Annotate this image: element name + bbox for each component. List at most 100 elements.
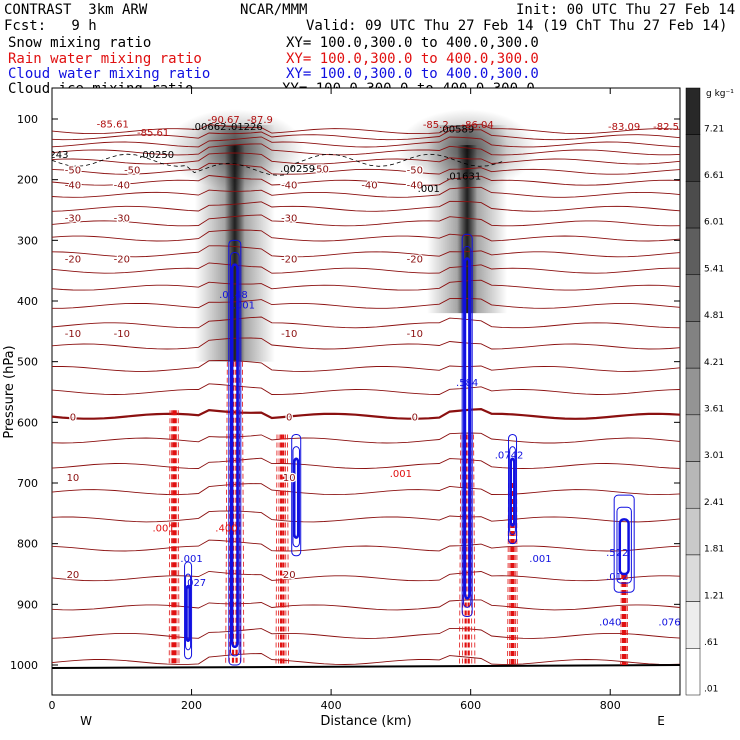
header-init: Init: 00 UTC Thu 27 Feb 14 <box>516 2 736 18</box>
temperature-contour <box>52 186 680 198</box>
cloud-water-contour <box>292 457 300 539</box>
rain-water-contour <box>170 410 173 666</box>
rain-water-contour <box>620 573 622 666</box>
temperature-contour <box>52 483 680 496</box>
rain-water-contour <box>242 361 245 666</box>
x-end-label-east: E <box>657 714 665 728</box>
cloud-water-label: .001 <box>233 300 255 311</box>
y-tick-label: 100 <box>17 113 38 126</box>
temperature-contour <box>52 570 680 582</box>
temperature-label: -10 <box>281 329 297 340</box>
temperature-label: 10 <box>283 473 296 484</box>
cloud-water-contour <box>509 457 516 527</box>
plot-area <box>51 87 681 696</box>
x-tick-label: 200 <box>181 699 202 712</box>
extremum-label: -90.67 <box>208 115 240 126</box>
temperature-label: -30 <box>114 213 130 224</box>
temperature-contour <box>52 510 680 523</box>
cloud-water-contour <box>291 433 302 557</box>
rain-water-contour <box>462 434 464 666</box>
y-tick-label: 800 <box>17 538 38 551</box>
colorbar-swatch <box>685 274 701 322</box>
x-tick-label: 800 <box>600 699 621 712</box>
cloud-water-label: .076 <box>658 618 680 629</box>
extremum-label: -85.2 <box>423 120 449 131</box>
colorbar-tick-label: 1.21 <box>704 591 724 601</box>
temperature-contour <box>52 162 680 175</box>
header-center: NCAR/MMM <box>240 2 308 18</box>
snow-column-core <box>457 145 478 314</box>
temperature-label: -20 <box>281 255 297 266</box>
rain-water-contour <box>470 434 473 666</box>
rain-water-contour <box>626 573 629 666</box>
header-fcst: Fcst: 9 h <box>4 18 97 34</box>
y-tick-label: 300 <box>17 234 38 247</box>
colorbar-tick-label: 5.41 <box>704 264 724 274</box>
extremum-label: .00259 <box>280 164 315 175</box>
temperature-label: -40 <box>281 181 297 192</box>
temperature-contour <box>52 627 680 639</box>
temperature-label: -40 <box>407 181 423 192</box>
extremum-label: .00589 <box>439 124 474 135</box>
colorbar-tick-label: 7.21 <box>704 124 724 134</box>
temperature-contour <box>52 383 680 395</box>
y-tick-label: 500 <box>17 356 38 369</box>
y-tick-label: 600 <box>17 416 38 429</box>
temperature-label: 0 <box>412 412 418 423</box>
colorbar-swatch <box>685 601 701 649</box>
colorbar-unit: g kg⁻¹ <box>706 89 734 99</box>
cloud-water-contour <box>613 494 635 593</box>
extremum-label: 243 <box>49 150 68 161</box>
y-tick-label: 400 <box>17 295 38 308</box>
cloud-water-label: .012 <box>606 572 628 583</box>
cloud-water-contour <box>229 251 240 657</box>
temperature-label: -10 <box>65 329 81 340</box>
extremum-label: -83.09 <box>608 122 640 133</box>
colorbar-tick-label: .01 <box>704 685 718 695</box>
rain-water-label: .001 <box>390 469 412 480</box>
cloud-water-label: .001 <box>180 554 202 565</box>
snow-column-core <box>224 145 245 362</box>
cloud-water-contour <box>618 518 630 576</box>
rain-water-contour <box>285 434 287 666</box>
temperature-label: 20 <box>67 570 80 581</box>
temperature-label: -10 <box>407 329 423 340</box>
temperature-contour <box>52 360 680 372</box>
temperature-label: -10 <box>114 329 130 340</box>
temperature-contour <box>52 262 680 274</box>
cloud-ice-contour <box>52 153 505 176</box>
rain-water-contour <box>287 434 289 666</box>
legend-cloud-water-xy: XY= 100.0,300.0 to 400.0,300.0 <box>286 66 539 82</box>
y-tick-label: 700 <box>17 477 38 490</box>
temperature-contour <box>52 136 680 148</box>
temperature-label: -30 <box>65 213 81 224</box>
temperature-label: 0 <box>286 412 292 423</box>
temperature-contour <box>52 245 680 258</box>
colorbar-tick-label: 4.81 <box>704 311 724 321</box>
colorbar-swatch <box>685 414 701 462</box>
rain-water-contour <box>278 434 280 666</box>
colorbar-swatch <box>685 367 701 416</box>
temperature-contour <box>52 229 680 242</box>
temperature-contour <box>52 407 680 420</box>
cloud-water-contour <box>230 263 239 649</box>
cloud-water-label: .0742 <box>495 451 524 462</box>
colorbar-swatch <box>685 321 701 369</box>
extremum-label: .00250 <box>139 150 174 161</box>
y-tick-label: 1000 <box>10 659 38 672</box>
cloud-water-contour <box>616 506 632 584</box>
temperature-label: 0 <box>70 412 76 423</box>
colorbar-swatch <box>685 134 701 182</box>
colorbar-swatch <box>685 461 701 509</box>
rain-water-contour <box>168 410 171 666</box>
extremum-label: .001 <box>418 184 440 195</box>
temperature-label: -50 <box>312 165 328 176</box>
temperature-label: -40 <box>65 181 81 192</box>
rain-water-label: .400 <box>215 524 237 535</box>
cloud-water-contour <box>185 584 191 642</box>
cloud-water-label: .001 <box>529 554 551 565</box>
temperature-label: -20 <box>114 255 130 266</box>
legend-cloud-water-label: Cloud water mixing ratio <box>8 66 211 82</box>
extremum-label: -85.61 <box>137 128 169 139</box>
temperature-contour <box>52 214 680 227</box>
